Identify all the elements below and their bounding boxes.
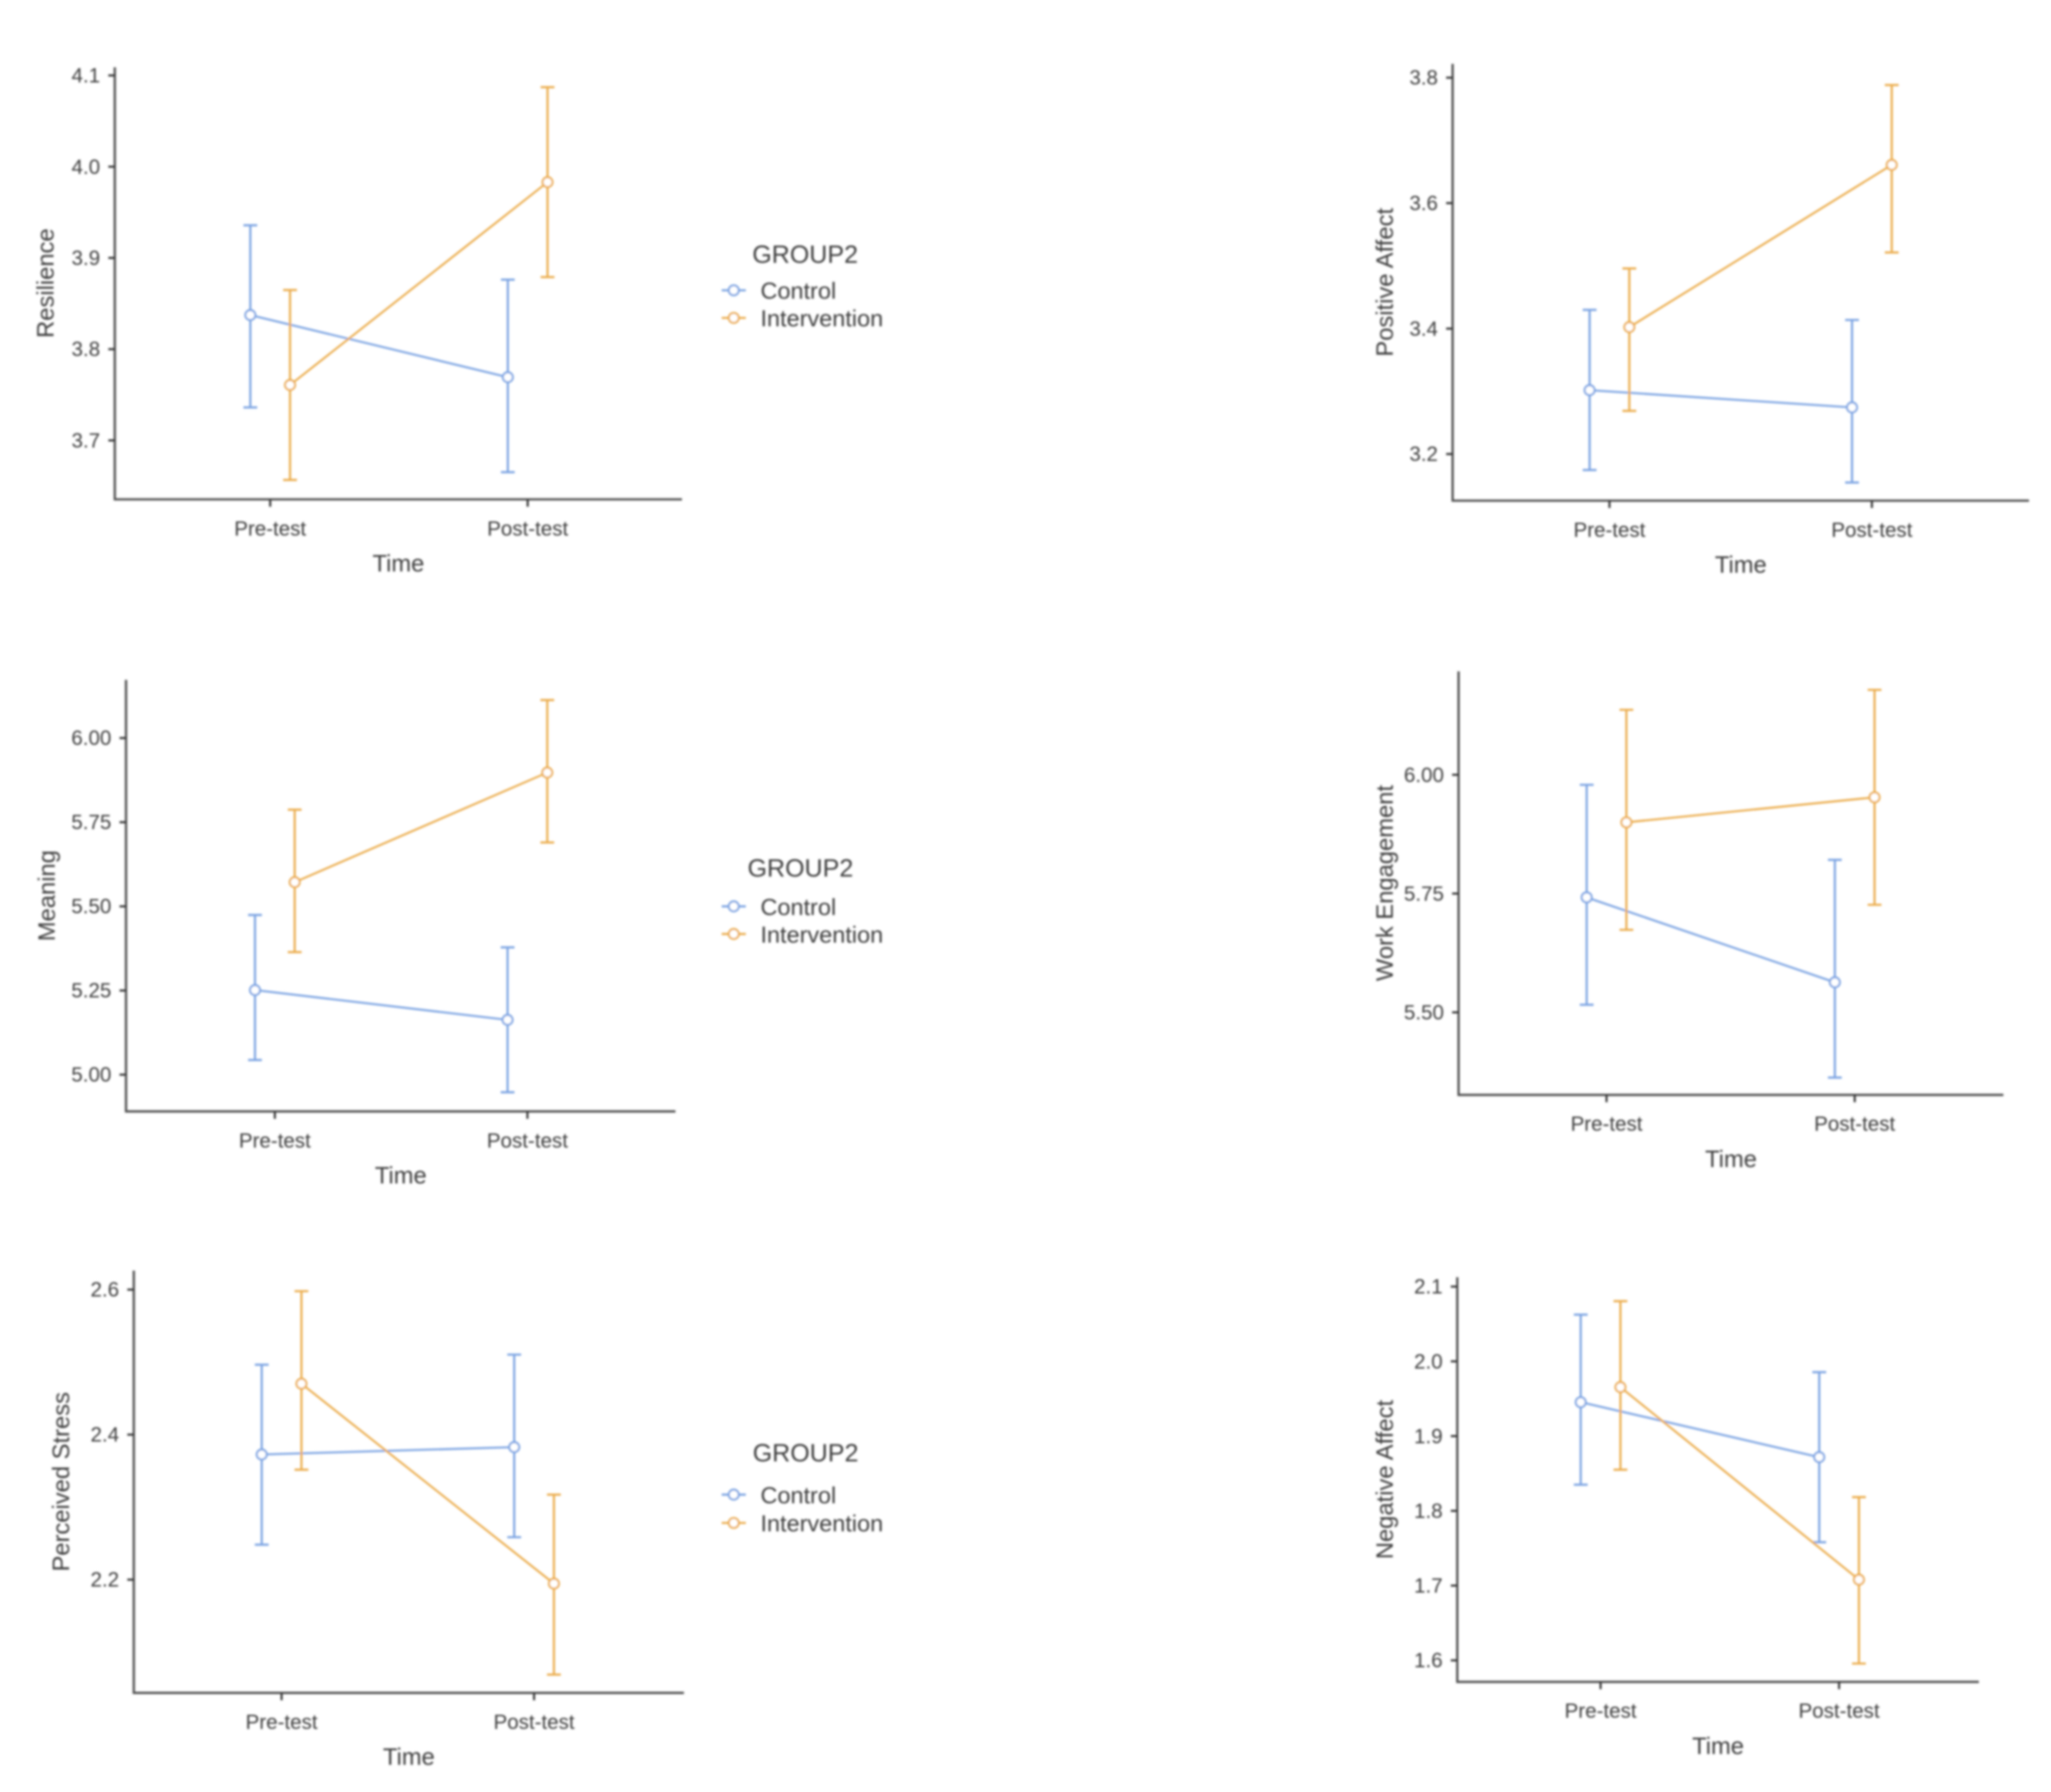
svg-text:3.9: 3.9 (72, 247, 100, 270)
svg-text:2.2: 2.2 (91, 1568, 119, 1592)
svg-text:Positive Affect: Positive Affect (1372, 208, 1398, 357)
svg-text:Time: Time (383, 1744, 435, 1770)
svg-text:2.0: 2.0 (1414, 1350, 1442, 1373)
svg-text:5.00: 5.00 (72, 1063, 111, 1087)
svg-text:Post-test: Post-test (487, 1129, 568, 1152)
svg-text:Pre-test: Pre-test (239, 1129, 312, 1152)
svg-text:2.4: 2.4 (91, 1423, 119, 1447)
svg-text:2.1: 2.1 (1414, 1276, 1442, 1299)
svg-text:4.1: 4.1 (72, 65, 100, 88)
svg-text:3.2: 3.2 (1410, 443, 1438, 466)
svg-text:Work Engagement: Work Engagement (1372, 785, 1398, 981)
svg-text:3.4: 3.4 (1410, 318, 1438, 341)
svg-text:Time: Time (375, 1162, 426, 1189)
svg-text:Intervention: Intervention (760, 1510, 883, 1536)
svg-text:Time: Time (1705, 1145, 1757, 1172)
svg-text:Control: Control (760, 1481, 836, 1508)
svg-text:3.8: 3.8 (72, 338, 100, 362)
svg-text:Meaning: Meaning (34, 850, 60, 942)
svg-text:Post-test: Post-test (1799, 1700, 1880, 1723)
svg-text:5.50: 5.50 (72, 895, 111, 918)
svg-text:Time: Time (1715, 552, 1767, 578)
svg-text:2.6: 2.6 (91, 1278, 119, 1302)
svg-text:1.7: 1.7 (1414, 1574, 1442, 1598)
svg-text:Post-test: Post-test (487, 517, 568, 540)
svg-text:5.75: 5.75 (1404, 882, 1443, 905)
svg-text:Intervention: Intervention (760, 921, 883, 948)
svg-text:Time: Time (372, 550, 424, 577)
svg-text:GROUP2: GROUP2 (748, 855, 853, 883)
svg-text:5.75: 5.75 (72, 811, 111, 835)
svg-text:1.6: 1.6 (1414, 1650, 1442, 1673)
svg-text:Control: Control (760, 277, 836, 304)
svg-text:3.8: 3.8 (1410, 66, 1438, 90)
svg-text:3.6: 3.6 (1410, 192, 1438, 216)
svg-text:Time: Time (1692, 1732, 1744, 1759)
svg-text:Resilience: Resilience (32, 229, 59, 338)
svg-text:GROUP2: GROUP2 (753, 242, 858, 269)
svg-text:3.7: 3.7 (72, 429, 100, 452)
svg-text:1.9: 1.9 (1414, 1425, 1442, 1448)
svg-text:Negative Affect: Negative Affect (1372, 1399, 1398, 1559)
svg-text:Post-test: Post-test (1814, 1113, 1896, 1136)
svg-text:GROUP2: GROUP2 (753, 1440, 858, 1467)
svg-text:Post-test: Post-test (1832, 519, 1913, 542)
svg-text:Pre-test: Pre-test (234, 517, 306, 540)
svg-text:1.8: 1.8 (1414, 1500, 1442, 1524)
svg-text:Pre-test: Pre-test (1565, 1700, 1638, 1723)
svg-text:5.25: 5.25 (72, 980, 111, 1003)
svg-text:Intervention: Intervention (760, 305, 883, 331)
svg-text:Control: Control (760, 893, 836, 920)
svg-text:Pre-test: Pre-test (1570, 1113, 1643, 1136)
svg-text:6.00: 6.00 (1404, 764, 1443, 787)
svg-text:6.00: 6.00 (72, 727, 111, 750)
svg-text:Post-test: Post-test (494, 1711, 575, 1734)
svg-text:Pre-test: Pre-test (1574, 519, 1646, 542)
svg-text:Perceived Stress: Perceived Stress (47, 1392, 74, 1572)
svg-text:5.50: 5.50 (1404, 1001, 1443, 1025)
svg-text:4.0: 4.0 (72, 155, 100, 179)
svg-text:Pre-test: Pre-test (246, 1711, 319, 1734)
